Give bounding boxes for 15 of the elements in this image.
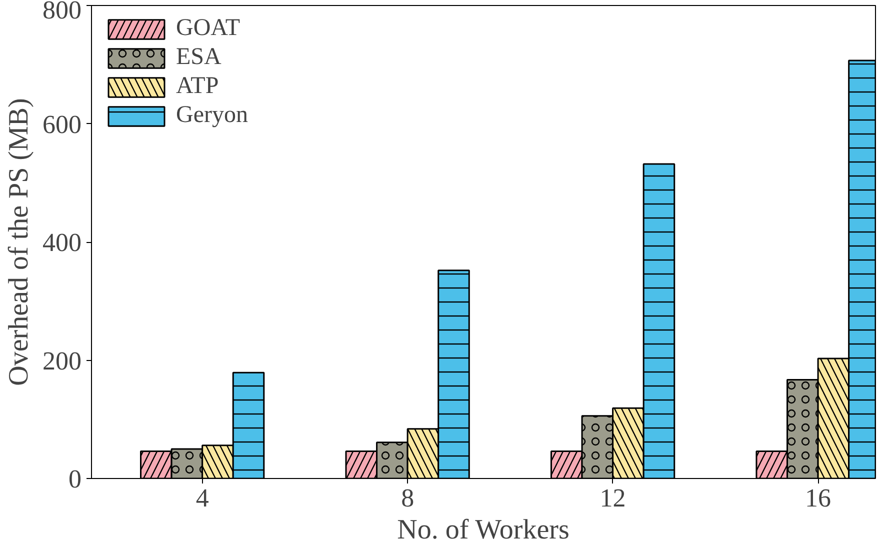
y-tick-label: 0 [68,464,82,494]
legend-label: GOAT [176,15,240,42]
legend-label: ESA [176,44,222,71]
x-tick-label: 4 [196,484,209,512]
legend-label: ATP [176,73,219,100]
x-tick-label: 8 [401,484,414,512]
y-tick-label: 800 [42,0,82,24]
x-tick-label: 16 [805,484,832,512]
legend-label: Geryon [176,102,248,129]
x-tick-label: 12 [600,484,626,512]
y-axis-title: Overhead of the PS (MB) [4,98,34,386]
y-tick-label: 400 [42,228,82,257]
y-tick-label: 600 [42,110,82,139]
x-axis-title: No. of Workers [397,514,570,546]
y-tick-label: 200 [42,346,82,376]
